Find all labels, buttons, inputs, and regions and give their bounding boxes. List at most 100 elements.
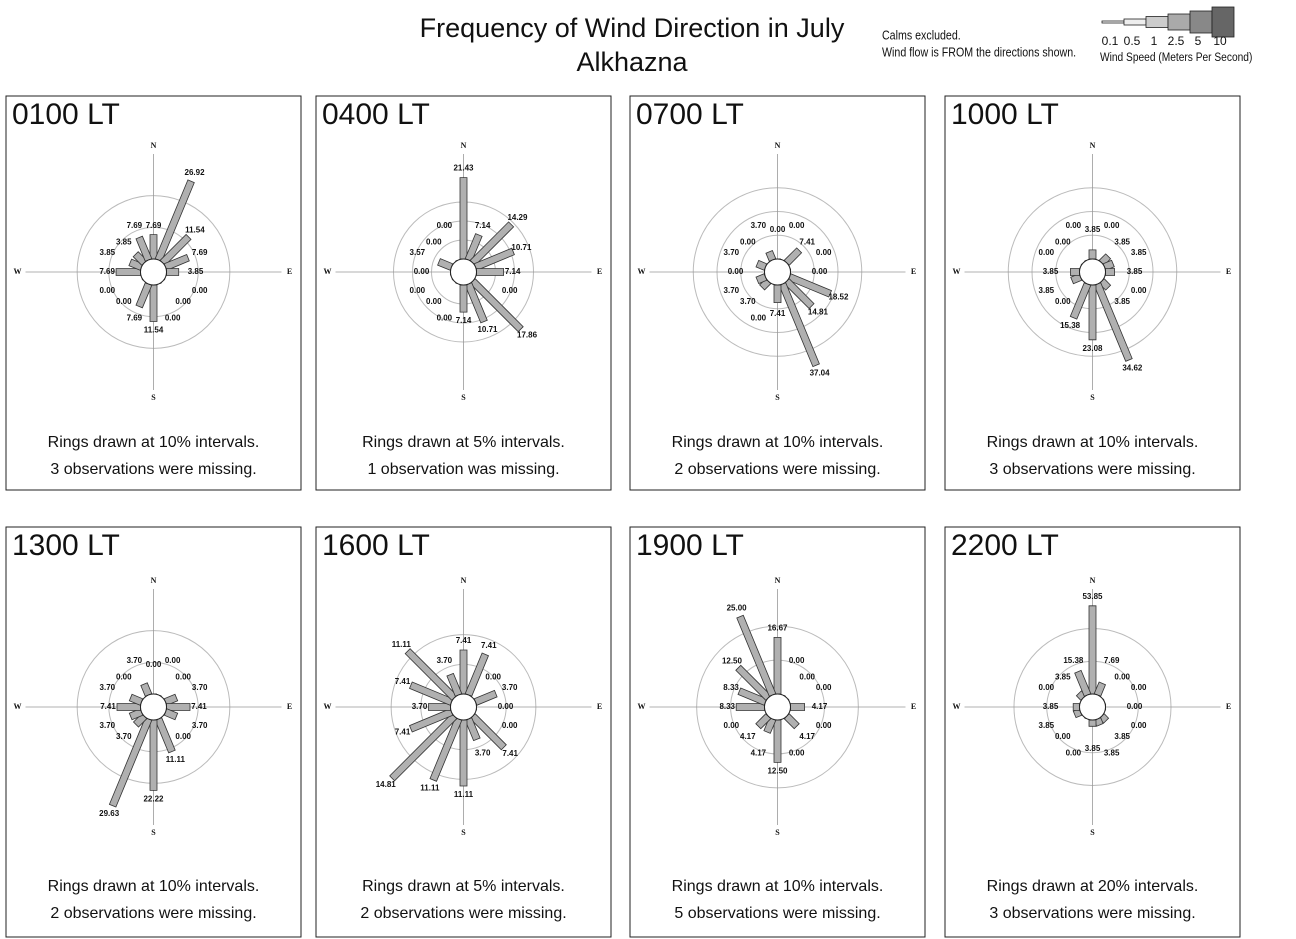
value-label: 12.50 [767,767,788,776]
direction-bar [773,719,782,763]
value-label: 3.70 [724,248,740,257]
value-label: 0.00 [789,748,805,757]
value-label: 25.00 [727,603,748,612]
direction-label: E [1226,267,1231,276]
legend-swatch [1123,18,1147,26]
value-label: 0.00 [165,313,181,322]
direction-bar [149,284,158,322]
value-label: 14.81 [808,308,829,317]
value-label: 0.00 [502,286,518,295]
legend-label: 10 [1213,34,1227,48]
direction-label: W [324,702,332,711]
value-label: 3.85 [1114,237,1130,246]
direction-label: S [1090,393,1095,402]
direction-bar [790,703,805,711]
panel-frame [315,526,612,938]
value-label: 3.85 [1085,744,1101,753]
value-label: 7.69 [127,313,143,322]
value-label: 11.11 [166,755,186,764]
value-label: 7.41 [481,641,497,650]
direction-label: E [597,702,602,711]
value-label: 0.00 [437,221,453,230]
value-label: 18.52 [828,292,849,301]
panel-note: 5 observations were missing. [674,905,880,922]
value-label: 3.85 [1039,286,1055,295]
value-label: 3.85 [100,248,116,257]
legend-swatch [1211,6,1235,38]
direction-bar [166,268,180,276]
note: Wind flow is FROM the directions shown. [882,44,1076,59]
direction-label: S [775,828,780,837]
panel-title: 1300 LT [12,529,120,562]
direction-bar [459,719,468,787]
value-label: 7.14 [475,221,491,230]
value-label: 7.41 [456,636,472,645]
direction-label: E [1226,702,1231,711]
value-label: 26.92 [185,168,206,177]
value-label: 34.62 [1122,363,1143,372]
direction-label: S [1090,828,1095,837]
value-label: 0.00 [770,225,786,234]
direction-label: S [461,393,466,402]
legend-swatch [1101,20,1125,24]
legend-label: 0.5 [1124,34,1141,48]
direction-label: N [1090,141,1096,150]
panel-note: 3 observations were missing. [989,461,1195,478]
value-label: 0.00 [410,286,426,295]
value-label: 7.41 [191,702,207,711]
panel-note: Rings drawn at 10% intervals. [48,434,260,451]
value-label: 3.70 [116,732,132,741]
legend-label: 2.5 [1168,34,1185,48]
calm-circle [764,693,791,721]
value-label: 0.00 [740,237,756,246]
value-label: 3.70 [502,683,518,692]
direction-bar [459,649,468,695]
direction-bar [735,703,765,711]
direction-label: W [324,267,332,276]
value-label: 0.00 [192,286,208,295]
value-label: 7.41 [100,702,116,711]
legend-label: 0.1 [1102,34,1119,48]
direction-bar [116,703,141,711]
panel-note: Rings drawn at 5% intervals. [362,878,565,895]
value-label: 3.70 [475,748,491,757]
direction-bar [166,703,191,711]
value-label: 15.38 [1060,321,1081,330]
direction-label: E [287,702,292,711]
legend-swatch [1167,13,1191,31]
direction-label: W [14,267,22,276]
value-label: 0.00 [175,672,191,681]
value-label: 11.11 [392,640,412,649]
value-label: 7.69 [146,221,162,230]
direction-bar [476,268,505,276]
direction-bar [149,234,158,260]
panel-title: 1900 LT [636,529,744,562]
calm-circle [450,258,477,286]
value-label: 7.69 [1104,656,1120,665]
panel-frame [5,526,302,938]
direction-label: E [911,702,916,711]
value-label: 0.00 [1127,702,1143,711]
panel-title: 2200 LT [951,529,1059,562]
panel-frame [944,526,1241,938]
value-label: 3.85 [1085,225,1101,234]
value-label: 3.85 [188,267,204,276]
value-label: 23.08 [1082,344,1103,353]
value-label: 0.00 [165,656,181,665]
direction-bar [1105,268,1115,276]
value-label: 15.38 [1063,656,1084,665]
direction-bar [773,637,782,695]
calm-circle [1079,693,1106,721]
direction-label: S [151,828,156,837]
value-label: 3.70 [127,656,143,665]
value-label: 7.14 [505,267,521,276]
legend-title: Wind Speed (Meters Per Second) [1100,51,1253,64]
value-label: 0.00 [1055,237,1071,246]
value-label: 8.33 [723,683,739,692]
direction-label: W [953,267,961,276]
value-label: 0.00 [426,297,442,306]
calm-circle [140,693,167,721]
direction-bar [1088,284,1097,341]
panel-title: 1000 LT [951,98,1059,131]
